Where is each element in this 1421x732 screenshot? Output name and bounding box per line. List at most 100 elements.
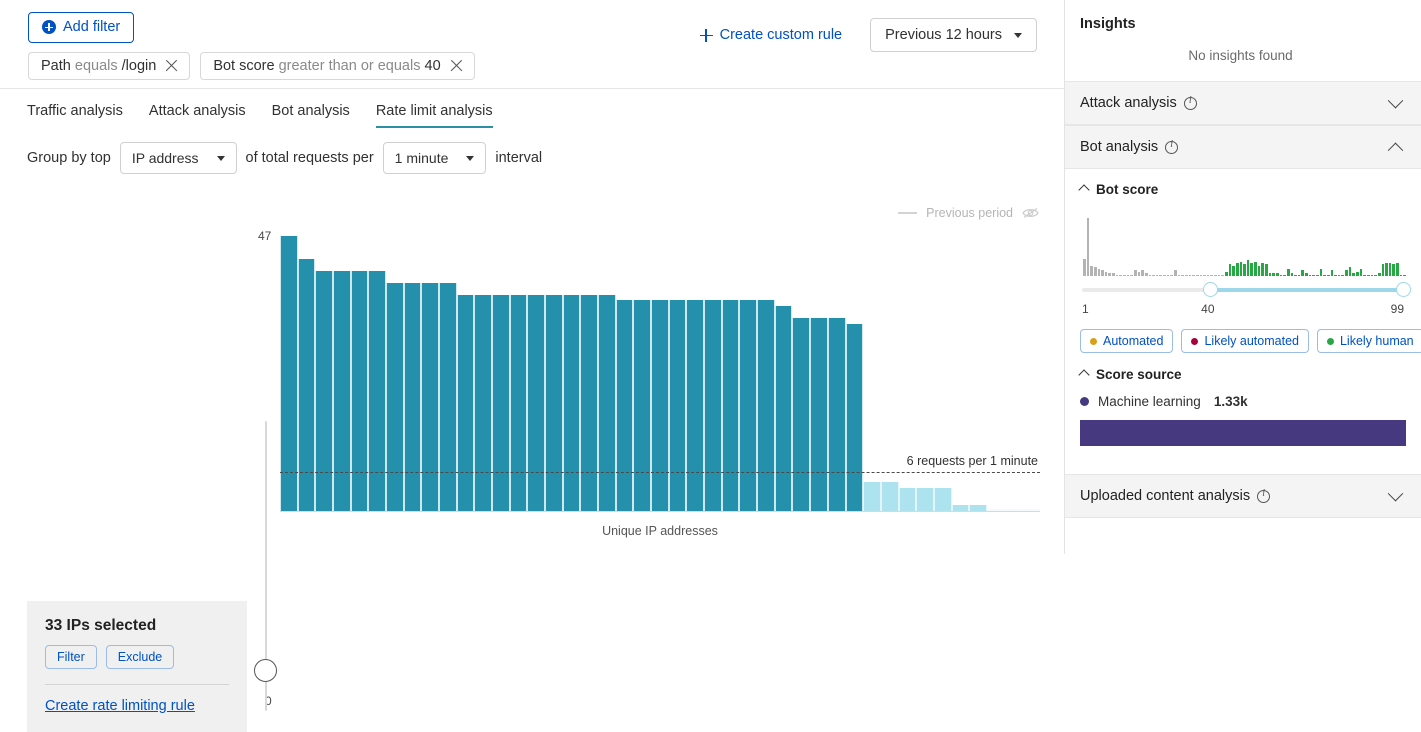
- bar[interactable]: [845, 323, 864, 511]
- section-label: Bot analysis: [1080, 139, 1159, 155]
- histogram-bar: [1192, 274, 1195, 276]
- filter-pill-path[interactable]: Path equals /login: [28, 51, 191, 80]
- bar[interactable]: [615, 300, 634, 511]
- bar[interactable]: [739, 300, 758, 511]
- histogram-bar: [1246, 260, 1250, 276]
- histogram-bar: [1097, 268, 1101, 276]
- histogram-bar: [1279, 274, 1283, 276]
- threshold-slider-handle[interactable]: [254, 659, 277, 682]
- tab-traffic-analysis[interactable]: Traffic analysis: [27, 103, 123, 119]
- bar[interactable]: [757, 300, 775, 511]
- bar[interactable]: [474, 294, 493, 511]
- histogram-bar: [1290, 273, 1294, 276]
- bar[interactable]: [1004, 509, 1023, 511]
- histogram-bar: [1283, 274, 1286, 276]
- bar[interactable]: [580, 294, 599, 511]
- bar[interactable]: [297, 259, 316, 511]
- tab-bot-analysis[interactable]: Bot analysis: [271, 103, 350, 119]
- eye-hidden-icon[interactable]: [1022, 207, 1039, 219]
- insights-sidebar: Insights No insights found Attack analys…: [1065, 0, 1421, 554]
- chip-likely-automated[interactable]: Likely automated: [1181, 329, 1309, 353]
- bar[interactable]: [774, 306, 793, 511]
- bar[interactable]: [651, 300, 669, 511]
- remove-filter-icon[interactable]: [165, 59, 178, 72]
- histogram-bar: [1345, 270, 1348, 276]
- bar[interactable]: [721, 300, 740, 511]
- bar[interactable]: [280, 236, 298, 511]
- chip-likely-human[interactable]: Likely human: [1316, 329, 1421, 353]
- bar[interactable]: [863, 481, 881, 511]
- slider-handle-high[interactable]: [1396, 282, 1411, 297]
- tab-rate-limit-analysis[interactable]: Rate limit analysis: [375, 103, 493, 128]
- bar[interactable]: [686, 300, 705, 511]
- bar[interactable]: [439, 282, 457, 511]
- histogram-bar: [1093, 267, 1097, 276]
- info-icon[interactable]: [1165, 139, 1179, 154]
- chip-automated[interactable]: Automated: [1080, 329, 1174, 353]
- bar[interactable]: [421, 282, 440, 511]
- bar[interactable]: [827, 317, 846, 511]
- filter-pill-bot-score[interactable]: Bot score greater than or equals 40: [200, 51, 475, 80]
- bar[interactable]: [880, 481, 899, 511]
- filter-button[interactable]: Filter: [45, 645, 97, 669]
- bar[interactable]: [545, 294, 563, 511]
- bar[interactable]: [403, 282, 422, 511]
- bar[interactable]: [898, 487, 917, 511]
- histogram-bar: [1265, 264, 1268, 276]
- slider-handle-low[interactable]: [1203, 282, 1219, 297]
- histogram-bar: [1374, 274, 1377, 276]
- histogram-bar: [1177, 274, 1181, 276]
- create-custom-rule-button[interactable]: Create custom rule: [699, 27, 842, 43]
- bar-series[interactable]: [280, 236, 1040, 511]
- info-icon[interactable]: [1183, 95, 1197, 110]
- section-uploaded-content-analysis[interactable]: Uploaded content analysis: [1065, 474, 1421, 518]
- group-by-dimension-select[interactable]: IP address: [119, 142, 237, 174]
- bar[interactable]: [810, 317, 828, 511]
- score-source-toggle[interactable]: Score source: [1078, 367, 1406, 382]
- bot-score-toggle[interactable]: Bot score: [1078, 182, 1406, 197]
- section-attack-analysis[interactable]: Attack analysis: [1065, 81, 1421, 125]
- bar[interactable]: [527, 294, 546, 511]
- section-bot-analysis[interactable]: Bot analysis: [1065, 125, 1421, 169]
- previous-period-label: Previous period: [926, 206, 1013, 220]
- interval-select[interactable]: 1 minute: [382, 142, 487, 174]
- bot-score-range-slider[interactable]: [1082, 280, 1411, 300]
- bar[interactable]: [986, 509, 1005, 511]
- tab-attack-analysis[interactable]: Attack analysis: [148, 103, 246, 119]
- histogram-bar: [1133, 270, 1137, 276]
- bar[interactable]: [933, 487, 952, 511]
- bar[interactable]: [951, 505, 970, 511]
- bar[interactable]: [969, 505, 987, 511]
- create-rate-limiting-rule-link[interactable]: Create rate limiting rule: [45, 698, 195, 714]
- bar[interactable]: [792, 317, 811, 511]
- histogram-bar: [1090, 265, 1093, 276]
- bar[interactable]: [315, 271, 334, 511]
- histogram-bar: [1206, 274, 1210, 276]
- y-axis-max-label: 47: [258, 229, 272, 243]
- histogram-bar: [1341, 274, 1345, 276]
- bar[interactable]: [386, 282, 404, 511]
- bar[interactable]: [368, 271, 387, 511]
- bar[interactable]: [350, 271, 369, 511]
- histogram-bar: [1130, 274, 1133, 276]
- bar[interactable]: [492, 294, 510, 511]
- bar[interactable]: [456, 294, 475, 511]
- bar[interactable]: [1022, 509, 1040, 511]
- exclude-button[interactable]: Exclude: [105, 645, 175, 669]
- bar[interactable]: [562, 294, 581, 511]
- add-filter-button[interactable]: Add filter: [28, 12, 135, 43]
- bar[interactable]: [668, 300, 687, 511]
- filter-field: Bot score: [213, 57, 275, 74]
- info-icon[interactable]: [1257, 488, 1271, 503]
- bar[interactable]: [704, 300, 722, 511]
- bar[interactable]: [509, 294, 528, 511]
- bar[interactable]: [916, 487, 934, 511]
- chevron-down-icon: [216, 155, 225, 161]
- remove-filter-icon[interactable]: [450, 59, 463, 72]
- time-range-select[interactable]: Previous 12 hours: [870, 18, 1037, 52]
- threshold-label: 6 requests per 1 minute: [906, 454, 1038, 468]
- bar[interactable]: [633, 300, 652, 511]
- bar[interactable]: [598, 294, 616, 511]
- chart-plot-area: [280, 236, 1040, 511]
- bar[interactable]: [333, 271, 351, 511]
